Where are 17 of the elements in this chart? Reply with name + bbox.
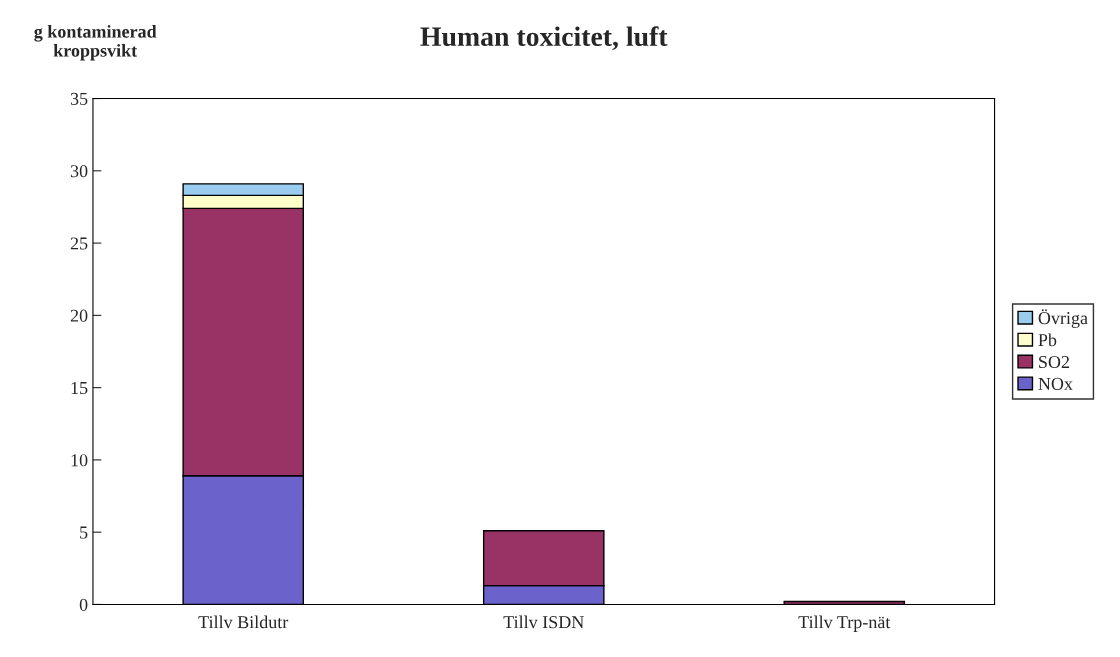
y-tick-label: 20 xyxy=(70,309,88,322)
y-tick-label: 10 xyxy=(71,454,88,467)
x-tick-label: Tillv Bildutr xyxy=(198,615,289,629)
chart-title: Human toxicitet, luft xyxy=(420,26,668,51)
y-tick-label: 0 xyxy=(79,598,88,611)
legend-label: Pb xyxy=(1038,333,1057,347)
legend-label: SO2 xyxy=(1039,355,1069,369)
x-tick-label: Tillv ISDN xyxy=(503,615,584,629)
y-tick-label: 30 xyxy=(70,165,88,178)
y-tick-label: 35 xyxy=(70,92,88,105)
legend-label: NOx xyxy=(1038,377,1073,390)
y-axis-title: g kontaminerad kroppsvikt xyxy=(34,25,157,61)
y-tick-label: 5 xyxy=(80,526,88,539)
x-tick-label: Tillv Trp-nät xyxy=(798,615,891,632)
y-tick-label: 15 xyxy=(71,381,88,395)
legend-label: Övriga xyxy=(1038,309,1088,328)
y-tick-label: 25 xyxy=(70,237,88,250)
